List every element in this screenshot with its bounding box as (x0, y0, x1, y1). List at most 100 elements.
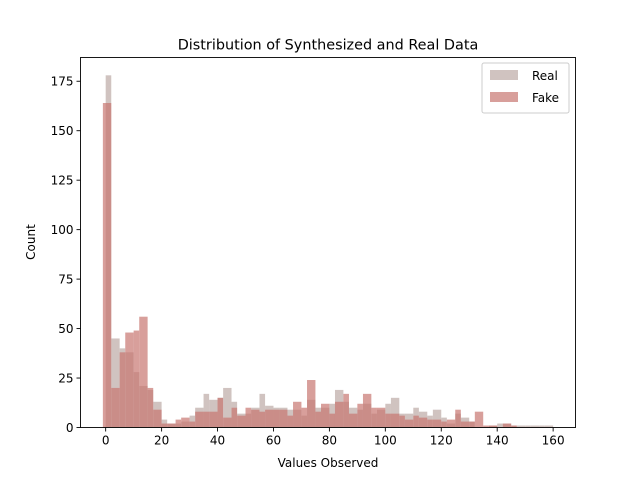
bar-fake (315, 411, 322, 428)
bar-fake (404, 419, 414, 428)
bar-fake (287, 415, 294, 428)
bar-real (223, 387, 232, 428)
bar-fake (293, 401, 302, 428)
bar-fake (427, 419, 433, 428)
x-tick-label: 40 (210, 434, 225, 448)
x-tick-label: 0 (102, 434, 110, 448)
bar-real (525, 425, 531, 428)
bar-fake (223, 417, 232, 428)
y-tick-label: 50 (58, 322, 73, 336)
bar-real (516, 425, 526, 428)
legend-swatch-fake (490, 92, 518, 102)
legend-label-fake: Fake (532, 91, 559, 105)
bar-real (539, 425, 545, 428)
y-tick-label: 150 (51, 124, 74, 138)
bar-fake (357, 403, 363, 428)
y-tick-label: 125 (51, 174, 74, 188)
plot-frame (80, 57, 576, 428)
bar-fake (167, 423, 176, 428)
x-tick-label: 60 (266, 434, 281, 448)
bar-fake (432, 419, 442, 428)
bar-real (544, 425, 554, 428)
bar-fake (147, 387, 154, 428)
x-axis-label: Values Observed (278, 456, 379, 470)
bar-fake (251, 409, 260, 428)
bar-fake (446, 419, 456, 428)
bar-fake (334, 401, 344, 428)
bar-real (111, 338, 120, 428)
bar-fake (175, 419, 182, 428)
legend-label-real: Real (532, 69, 558, 83)
bar-fake (390, 413, 400, 428)
bar-fake (111, 387, 120, 428)
y-tick-label: 0 (66, 421, 74, 435)
bar-fake (209, 411, 218, 428)
bar-fake (139, 316, 148, 428)
bar-fake (265, 409, 274, 428)
x-tick-label: 100 (374, 434, 397, 448)
bar-fake (418, 417, 428, 428)
bar-fake (483, 425, 489, 428)
x-tick-label: 140 (486, 434, 509, 448)
bar-fake (161, 423, 168, 428)
bar-fake (348, 413, 358, 428)
bar-fake (455, 409, 461, 428)
bar-fake (376, 407, 386, 428)
bar-fake (371, 407, 377, 428)
bar-fake (153, 409, 162, 428)
bar-fake (133, 330, 140, 428)
bar-fake (279, 409, 288, 428)
bar-fake (321, 403, 330, 428)
bar-fake (488, 425, 498, 428)
bar-real (432, 409, 442, 428)
legend-swatch-real (490, 70, 518, 80)
histogram-bars (102, 75, 554, 428)
bar-fake (329, 413, 335, 428)
bar-fake (181, 417, 190, 428)
bar-fake (307, 380, 316, 428)
bar-fake (195, 411, 204, 428)
bar-real (497, 423, 503, 428)
x-tick-label: 160 (542, 434, 565, 448)
bar-real (390, 397, 400, 428)
bar-fake (460, 421, 470, 428)
bar-fake (273, 409, 280, 428)
bar-fake (301, 407, 308, 428)
bar-fake (217, 397, 224, 428)
legend: Real Fake (481, 62, 570, 114)
bar-real (530, 425, 540, 428)
bar-fake (385, 413, 391, 428)
bar-fake (203, 411, 210, 428)
bar-fake (362, 393, 372, 428)
bar-fake (469, 421, 475, 428)
x-tick-label: 120 (430, 434, 453, 448)
bar-fake (413, 415, 419, 428)
bar-real (203, 393, 210, 428)
bar-fake (102, 103, 112, 428)
bar-fake (119, 352, 126, 428)
y-tick-label: 25 (58, 372, 73, 386)
y-tick-label: 175 (51, 75, 74, 89)
bar-fake (399, 415, 405, 428)
bar-fake (231, 407, 238, 428)
x-tick-label: 80 (322, 434, 337, 448)
y-tick-label: 100 (51, 223, 74, 237)
bar-fake (237, 415, 246, 428)
chart-title: Distribution of Synthesized and Real Dat… (178, 38, 479, 54)
bar-fake (343, 393, 349, 428)
bar-fake (125, 332, 134, 428)
y-axis-label: Count (24, 224, 38, 260)
y-axis-ticks: 0 25 50 75 100 125 150 175 (51, 75, 81, 435)
x-axis-ticks: 0 20 40 60 80 100 120 140 160 (102, 427, 565, 448)
x-tick-label: 20 (154, 434, 169, 448)
bar-fake (502, 423, 512, 428)
y-tick-label: 75 (58, 273, 73, 287)
series-fake (102, 103, 517, 428)
bar-real (259, 393, 266, 428)
bar-fake (189, 421, 196, 428)
bar-fake (441, 421, 447, 428)
bar-fake (259, 411, 266, 428)
bar-fake (474, 411, 484, 428)
bar-fake (245, 407, 252, 428)
